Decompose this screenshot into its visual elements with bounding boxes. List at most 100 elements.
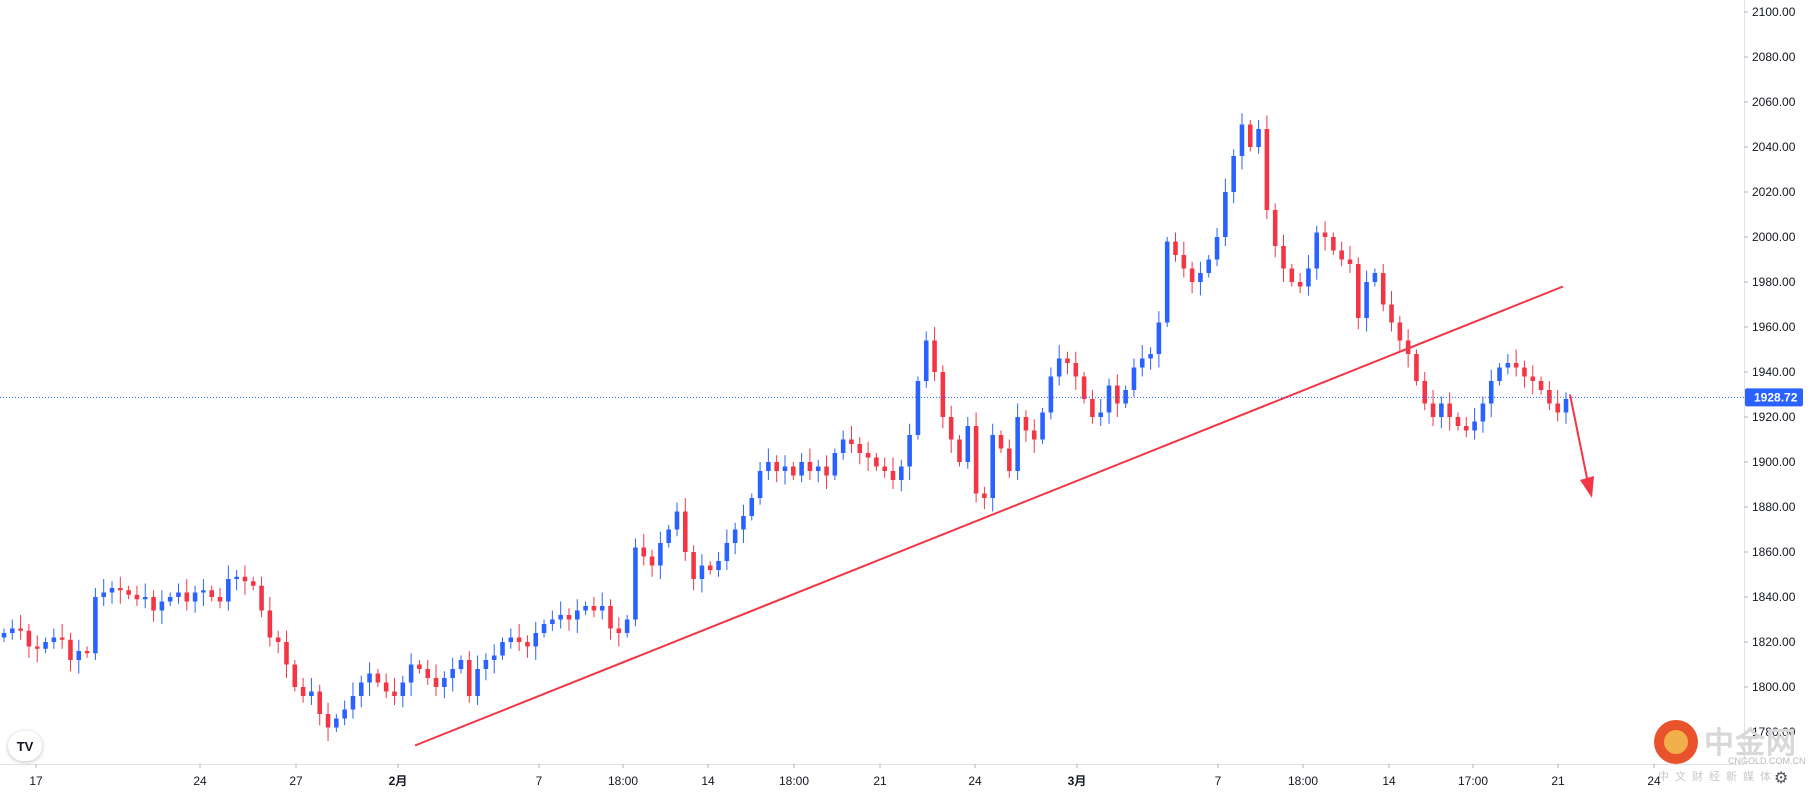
candle-body (940, 372, 946, 417)
candle-body (242, 576, 248, 582)
candle-body (458, 660, 464, 669)
candle-body (591, 606, 597, 611)
price-tick-label: 1820.00 (1752, 635, 1796, 649)
candle-body (616, 628, 622, 633)
candle-body (1115, 385, 1120, 404)
candle-body (408, 664, 414, 683)
candle-body (1547, 390, 1552, 404)
price-tick-label: 2000.00 (1752, 230, 1796, 244)
candle-body (1447, 403, 1452, 417)
time-tick-label: 21 (1551, 774, 1565, 788)
candle-body (201, 590, 206, 593)
candle-body (500, 642, 505, 656)
price-tick-label: 1780.00 (1752, 725, 1796, 739)
candle-body (1530, 376, 1536, 381)
candle-body (923, 340, 929, 381)
time-tick-label: 18:00 (608, 774, 638, 788)
watermark-logo-icon (1654, 720, 1698, 764)
current-price-label: 1928.72 (1754, 390, 1798, 404)
candle-body (334, 718, 339, 728)
candle-body (757, 471, 763, 498)
time-tick-label: 7 (1215, 774, 1222, 788)
current-price-badge[interactable] (1745, 388, 1803, 407)
price-tick-label: 1860.00 (1752, 545, 1796, 559)
candle-body (209, 590, 214, 597)
candle-body (1331, 237, 1336, 251)
candle-body (1497, 367, 1502, 381)
candle-body (857, 444, 863, 453)
candle-body (284, 642, 289, 665)
candle-body (641, 547, 647, 557)
candle-body (84, 651, 90, 654)
gear-icon[interactable]: ⚙ (1774, 770, 1789, 787)
price-tick-label: 1880.00 (1752, 500, 1796, 514)
candle-body (566, 615, 572, 620)
candle-body (1198, 273, 1203, 282)
candle-body (234, 576, 239, 579)
candle-body (865, 453, 871, 458)
candle-body (475, 669, 480, 696)
candle-body (1164, 241, 1170, 323)
candle-body (383, 682, 389, 692)
candle-body (1472, 421, 1477, 431)
candle-body (973, 426, 979, 494)
candle-body (1538, 381, 1544, 390)
candle-body (525, 642, 530, 647)
candle-body (167, 597, 173, 602)
candle-body (275, 637, 281, 642)
price-tick-label: 1920.00 (1752, 410, 1796, 424)
candle-body (466, 660, 472, 696)
time-tick-label: 18:00 (1288, 774, 1318, 788)
candles-layer (1, 113, 1569, 741)
projection-arrow-head[interactable] (1580, 476, 1594, 498)
time-tick-label: 17 (29, 774, 43, 788)
candle-body (508, 637, 514, 642)
candle-body (1306, 268, 1311, 287)
candle-body (932, 340, 937, 372)
candle-body (948, 417, 954, 440)
candle-body (998, 435, 1004, 449)
candle-body (683, 511, 688, 552)
candle-body (491, 655, 497, 660)
candle-body (442, 678, 447, 687)
price-tick-label: 1900.00 (1752, 455, 1796, 469)
candle-body (533, 633, 539, 647)
candle-body (159, 601, 165, 611)
candle-body (633, 547, 638, 620)
candle-body (118, 588, 123, 591)
candle-body (516, 637, 522, 642)
candle-body (840, 439, 846, 453)
candle-body (1189, 268, 1195, 282)
candle-body (1031, 430, 1037, 440)
time-axis[interactable]: 17 24 27 2月 7 18:00 14 18:00 21 24 3月 7 18:00 14 17:00… (0, 764, 1744, 788)
candle-body (1488, 381, 1494, 404)
time-tick-label: 21 (873, 774, 887, 788)
candle-body (1505, 363, 1511, 368)
candle-body (832, 453, 838, 476)
projection-arrow-shaft[interactable] (1569, 394, 1590, 489)
candle-body (1023, 417, 1029, 431)
support-trendline[interactable] (414, 285, 1564, 747)
candle-body (134, 594, 140, 600)
candle-body (1480, 403, 1486, 422)
candle-body (815, 466, 821, 471)
candle-body (1173, 241, 1178, 255)
candle-body (59, 637, 65, 640)
candle-body (350, 696, 356, 710)
price-tick-label: 1980.00 (1752, 275, 1796, 289)
tradingview-logo[interactable]: TV (8, 731, 42, 761)
price-axis[interactable]: 2100.00 2080.00 2060.00 2040.00 2020.00 2000.… (1744, 0, 1813, 793)
candle-body (184, 592, 190, 602)
candle-body (217, 597, 223, 602)
candle-body (1139, 358, 1145, 368)
candle-body (982, 493, 987, 498)
candle-body (267, 610, 273, 638)
candle-body (965, 426, 971, 462)
candle-body (400, 682, 406, 696)
candle-body (649, 556, 655, 566)
candle-body (1123, 390, 1128, 404)
candle-body (417, 664, 422, 669)
candle-body (1247, 124, 1253, 147)
candle-body (34, 646, 40, 649)
